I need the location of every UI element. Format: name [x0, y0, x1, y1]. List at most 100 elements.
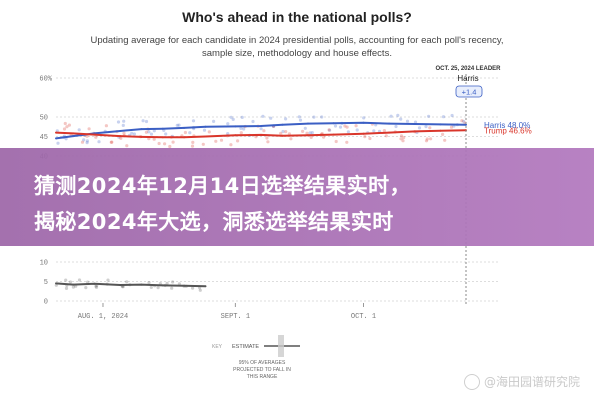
poll-dot: [396, 113, 400, 117]
poll-dot: [122, 119, 126, 123]
series-point: [204, 135, 207, 138]
y-tick-label: 60%: [39, 76, 52, 84]
poll-dot: [214, 139, 218, 143]
poll-dot: [334, 139, 338, 144]
poll-dot: [297, 115, 301, 119]
poll-dot: [345, 125, 349, 129]
poll-dot: [450, 113, 454, 118]
series-point: [55, 131, 57, 134]
leader-date: OCT. 25, 2024 LEADER: [435, 66, 501, 72]
poll-dot: [125, 280, 129, 284]
series-point: [183, 126, 186, 129]
poll-dot: [171, 280, 175, 284]
poll-dot: [104, 124, 108, 128]
poll-dot: [65, 125, 69, 129]
poll-dot: [345, 140, 349, 144]
poll-dot: [149, 285, 153, 289]
poll-dot: [163, 142, 167, 146]
headline-line-1: 猜测2024年12月14日选举结果实时，: [34, 174, 411, 198]
poll-dot: [401, 139, 405, 143]
poll-dot: [67, 123, 71, 127]
poll-dot: [343, 124, 347, 128]
poll-dot: [207, 130, 211, 134]
poll-dot: [309, 135, 313, 139]
poll-dot: [261, 114, 265, 118]
poll-dot: [242, 127, 246, 131]
poll-dot: [333, 124, 338, 128]
poll-dot: [144, 130, 148, 134]
poll-dot: [109, 140, 113, 144]
series-point: [161, 284, 164, 287]
headline-banner: [0, 148, 594, 246]
poll-dot: [132, 132, 136, 136]
poll-dot: [122, 131, 126, 135]
y-tick-label: 5: [44, 279, 48, 287]
series-point: [204, 285, 207, 288]
poll-dot: [152, 137, 156, 141]
poll-dot: [156, 286, 160, 290]
poll-dot: [462, 119, 466, 123]
poll-dot: [175, 123, 179, 127]
poll-dot: [402, 135, 406, 140]
series-line-other: [55, 282, 206, 288]
poll-dot: [384, 134, 388, 138]
series-point: [413, 123, 416, 125]
poll-dot: [62, 127, 67, 131]
key-band: [278, 335, 284, 357]
poll-dot: [226, 122, 230, 126]
series-point: [388, 131, 391, 134]
poll-dot: [77, 278, 82, 282]
poll-dot: [56, 141, 60, 145]
series-point: [362, 132, 365, 135]
poll-dot: [327, 128, 331, 132]
poll-dot: [399, 137, 403, 141]
poll-dot: [312, 115, 316, 119]
poll-dot: [259, 127, 263, 131]
poll-dot: [354, 124, 358, 128]
poll-dot: [54, 283, 58, 287]
poll-dot: [191, 286, 195, 290]
poll-dot: [164, 132, 168, 136]
poll-dot: [198, 288, 202, 292]
poll-dot: [68, 280, 73, 284]
series-point: [388, 122, 391, 125]
poll-dot: [239, 131, 243, 135]
poll-dot: [460, 119, 464, 123]
poll-dot: [382, 129, 386, 133]
poll-dot: [63, 121, 67, 126]
series-point: [234, 125, 237, 128]
poll-dot: [363, 135, 367, 139]
watermark-text: @海田园谱研究院: [483, 375, 580, 389]
poll-dot: [427, 114, 431, 118]
poll-dot: [85, 139, 89, 143]
series-point: [260, 125, 262, 127]
series-point: [234, 134, 237, 137]
poll-dot: [289, 137, 293, 141]
x-axis-labels: AUG. 1, 2024 SEPT. 1 OCT. 1: [78, 303, 376, 321]
poll-dot: [85, 141, 89, 145]
poll-dot: [94, 285, 99, 289]
leader-name: Harris: [457, 74, 478, 83]
poll-dot: [265, 136, 269, 140]
series-line-trump: [55, 129, 467, 139]
poll-dot: [64, 286, 69, 290]
poll-dot: [188, 131, 192, 135]
y-tick-label: 0: [44, 299, 48, 307]
series-point: [183, 284, 186, 287]
poll-dot: [424, 125, 428, 129]
series-point: [281, 123, 284, 126]
poll-dot: [301, 129, 305, 133]
poll-dot: [71, 285, 75, 289]
series-point: [307, 134, 309, 137]
poll-dot: [413, 120, 418, 124]
series-end-label: Trump 46.6%: [484, 126, 532, 135]
y-tick-label: 45: [40, 134, 48, 142]
key-band-line-3: THIS RANGE: [247, 374, 278, 380]
poll-dot: [97, 140, 101, 144]
chart-subtitle: Updating average for each candidate in 2…: [70, 34, 524, 60]
poll-dot: [399, 134, 404, 138]
x-tick-label: AUG. 1, 2024: [78, 313, 128, 321]
poll-dot: [368, 136, 372, 141]
series-point: [362, 121, 365, 124]
poll-dot: [226, 132, 230, 136]
